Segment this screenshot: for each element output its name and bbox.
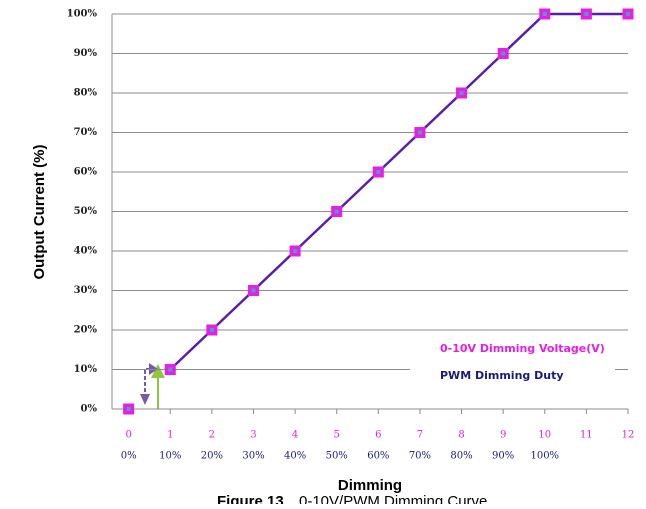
duty-label: 50% bbox=[326, 451, 348, 462]
x-tick-label: 12 bbox=[622, 430, 635, 441]
marker-center bbox=[209, 328, 214, 332]
duty-label: 30% bbox=[242, 451, 264, 462]
marker-center bbox=[293, 249, 298, 253]
x-tick-label: 7 bbox=[417, 430, 423, 441]
legend-label: PWM Dimming Duty bbox=[440, 369, 564, 382]
duty-label: 70% bbox=[409, 451, 431, 462]
marker-center bbox=[417, 130, 422, 135]
legend-box bbox=[410, 336, 615, 388]
marker-center bbox=[501, 51, 506, 56]
duty-label: 90% bbox=[492, 451, 514, 462]
marker-center bbox=[626, 12, 630, 16]
series-line bbox=[169, 12, 628, 371]
y-tick-label: 70% bbox=[74, 127, 98, 138]
y-tick-label: 50% bbox=[74, 206, 98, 217]
duty-label: 40% bbox=[284, 451, 306, 462]
caption: 0-10V/PWM Dimming Curve bbox=[299, 493, 487, 504]
x-tick-label: 6 bbox=[375, 430, 381, 441]
x-tick-label: 11 bbox=[580, 430, 593, 441]
marker-center bbox=[168, 367, 173, 372]
x-tick-label: 8 bbox=[458, 430, 464, 441]
x-tick-label: 3 bbox=[250, 430, 256, 441]
marker-center bbox=[542, 12, 547, 16]
marker-center bbox=[584, 12, 589, 16]
duty-label: 80% bbox=[450, 451, 472, 462]
marker-center bbox=[459, 91, 464, 95]
marker-center bbox=[334, 209, 339, 214]
duty-label: 20% bbox=[201, 451, 223, 462]
y-tick-label: 20% bbox=[74, 325, 98, 336]
y-tick-label: 10% bbox=[74, 364, 98, 375]
plot: 0%10%20%30%40%50%60%70%80%90%100%0 1 2 3 4 5 6… bbox=[67, 8, 635, 462]
duty-label: 0% bbox=[121, 451, 137, 462]
marker-center bbox=[251, 288, 256, 293]
x-axis-label: Dimming bbox=[338, 477, 402, 494]
y-tick-label: 80% bbox=[74, 88, 98, 99]
marker-center bbox=[126, 407, 131, 411]
y-tick-label: 30% bbox=[74, 285, 98, 296]
x-tick-label: 2 bbox=[209, 430, 215, 441]
duty-label: 60% bbox=[367, 451, 389, 462]
y-tick-label: 0% bbox=[81, 404, 98, 415]
x-tick-label: 5 bbox=[334, 430, 340, 441]
x-tick-label: 9 bbox=[500, 430, 506, 441]
y-tick-label: 100% bbox=[67, 9, 98, 20]
x-tick-label: 1 bbox=[167, 430, 173, 441]
y-axis-label: Output Current (%) bbox=[31, 145, 48, 280]
marker-center bbox=[376, 170, 381, 174]
x-tick-label: 4 bbox=[292, 430, 298, 441]
y-tick-label: 90% bbox=[74, 48, 98, 59]
x-tick-label: 0 bbox=[125, 430, 131, 441]
duty-label: 100% bbox=[530, 451, 559, 462]
caption-bold: Figure 13 bbox=[217, 493, 284, 504]
y-tick-label: 40% bbox=[74, 246, 98, 257]
duty-label: 10% bbox=[159, 451, 181, 462]
legend-label: 0-10V Dimming Voltage(V) bbox=[440, 342, 605, 355]
x-tick-label: 10 bbox=[538, 430, 551, 441]
y-tick-label: 60% bbox=[74, 167, 98, 178]
